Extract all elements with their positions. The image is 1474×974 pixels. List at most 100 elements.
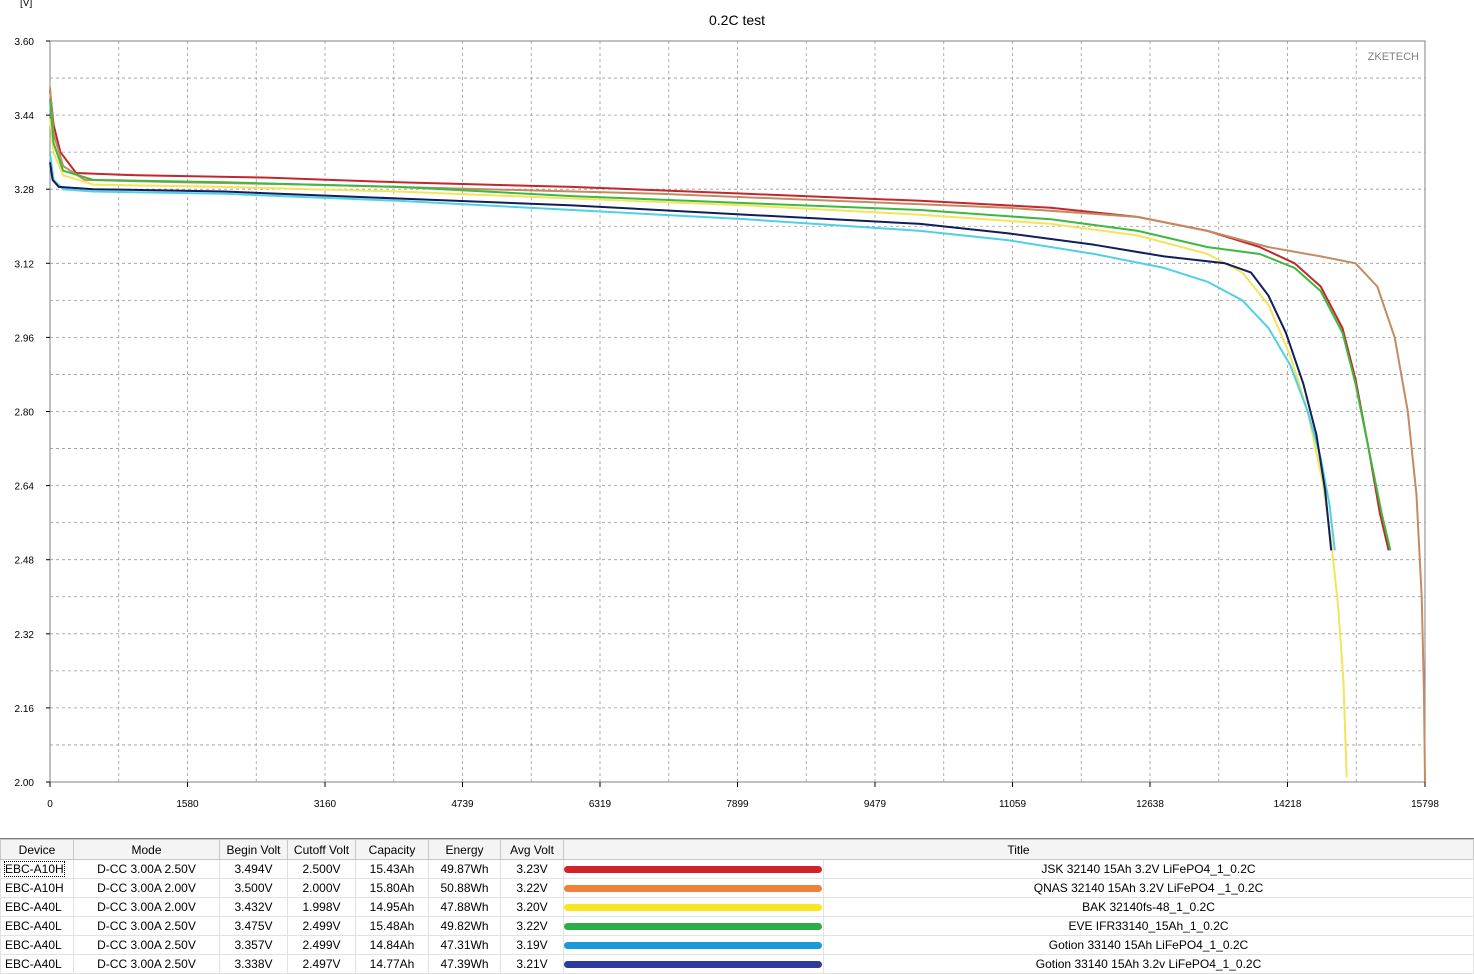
energy-cell: 47.88Wh	[429, 898, 501, 917]
x-tick-label: 14218	[1274, 799, 1302, 810]
header-cutoff-volt[interactable]: Cutoff Volt	[288, 840, 356, 860]
device-label: EBC-A40L	[5, 957, 62, 971]
y-axis: 3.60 3.44 3.28 3.12 2.96 2.80 2.64 2.48 2.32 2.16…	[15, 37, 50, 789]
color-swatch-cell	[564, 917, 824, 936]
device-cell: EBC-A10H	[1, 879, 74, 898]
x-tick-label: 9479	[864, 799, 887, 810]
watermark-text: ZKETECH	[1368, 51, 1419, 63]
x-tick-label: 7899	[726, 799, 749, 810]
energy-cell: 49.87Wh	[429, 860, 501, 879]
series-color-swatch	[564, 904, 822, 911]
avg-volt-cell: 3.23V	[501, 860, 564, 879]
device-cell: EBC-A40L	[1, 936, 74, 955]
capacity-cell: 14.95Ah	[356, 898, 429, 917]
color-swatch-cell	[564, 860, 824, 879]
cutoff-volt-cell: 2.499V	[288, 936, 356, 955]
x-tick-label: 11059	[999, 799, 1027, 810]
series-color-swatch	[564, 885, 822, 892]
x-tick-label: 0	[47, 799, 53, 810]
title-cell: Gotion 33140 15Ah LiFePO4_1_0.2C	[824, 936, 1474, 955]
cutoff-volt-cell: 2.500V	[288, 860, 356, 879]
device-label: EBC-A40L	[5, 938, 62, 952]
y-tick-label: 2.96	[15, 333, 35, 344]
begin-volt-cell: 3.475V	[220, 917, 288, 936]
header-title[interactable]: Title	[564, 840, 1474, 860]
begin-volt-cell: 3.432V	[220, 898, 288, 917]
mode-cell: D-CC 3.00A 2.00V	[74, 879, 220, 898]
table-row[interactable]: EBC-A40L D-CC 3.00A 2.50V 3.357V 2.499V 14.8…	[1, 936, 1474, 955]
mode-cell: D-CC 3.00A 2.50V	[74, 936, 220, 955]
y-tick-label: 2.00	[15, 778, 35, 789]
energy-cell: 49.82Wh	[429, 917, 501, 936]
y-unit-label: [V]	[20, 0, 32, 9]
y-tick-label: 3.60	[15, 37, 35, 48]
x-tick-label: 4739	[451, 799, 474, 810]
table-row[interactable]: EBC-A10H D-CC 3.00A 2.00V 3.500V 2.000V 15.8…	[1, 879, 1474, 898]
avg-volt-cell: 3.22V	[501, 879, 564, 898]
avg-volt-cell: 3.22V	[501, 917, 564, 936]
title-cell: BAK 32140fs-48_1_0.2C	[824, 898, 1474, 917]
begin-volt-cell: 3.494V	[220, 860, 288, 879]
mode-cell: D-CC 3.00A 2.50V	[74, 860, 220, 879]
capacity-cell: 15.80Ah	[356, 879, 429, 898]
energy-cell: 50.88Wh	[429, 879, 501, 898]
color-swatch-cell	[564, 936, 824, 955]
series-color-swatch	[564, 866, 822, 873]
device-label: EBC-A40L	[5, 919, 62, 933]
color-swatch-cell	[564, 898, 824, 917]
x-tick-label: 3160	[314, 799, 337, 810]
chart-title: 0.2C test	[709, 12, 765, 28]
x-tick-label: 1580	[176, 799, 199, 810]
capacity-cell: 15.48Ah	[356, 917, 429, 936]
device-cell: EBC-A10H	[1, 860, 74, 879]
y-tick-label: 2.80	[15, 408, 35, 419]
table-row[interactable]: EBC-A40L D-CC 3.00A 2.50V 3.475V 2.499V 15.4…	[1, 917, 1474, 936]
color-swatch-cell	[564, 879, 824, 898]
header-device[interactable]: Device	[1, 840, 74, 860]
device-label: EBC-A10H	[5, 881, 64, 895]
series-color-swatch	[564, 961, 822, 968]
x-tick-label: 15798	[1411, 799, 1439, 810]
x-tick-label: 6319	[589, 799, 612, 810]
begin-volt-cell: 3.357V	[220, 936, 288, 955]
title-cell: JSK 32140 15Ah 3.2V LiFePO4_1_0.2C	[824, 860, 1474, 879]
table-body: EBC-A10H D-CC 3.00A 2.50V 3.494V 2.500V 15.4…	[1, 860, 1474, 974]
title-cell: QNAS 32140 15Ah 3.2V LiFePO4 _1_0.2C	[824, 879, 1474, 898]
device-label: EBC-A40L	[5, 900, 62, 914]
mode-cell: D-CC 3.00A 2.50V	[74, 917, 220, 936]
series-color-swatch	[564, 942, 822, 949]
title-cell: EVE IFR33140_15Ah_1_0.2C	[824, 917, 1474, 936]
energy-cell: 47.31Wh	[429, 936, 501, 955]
header-mode[interactable]: Mode	[74, 840, 220, 860]
results-table: Device Mode Begin Volt Cutoff Volt Capac…	[0, 838, 1474, 972]
begin-volt-cell: 3.500V	[220, 879, 288, 898]
cutoff-volt-cell: 2.000V	[288, 879, 356, 898]
y-tick-label: 2.16	[15, 704, 35, 715]
header-avg-volt[interactable]: Avg Volt	[501, 840, 564, 860]
device-label: EBC-A10H	[5, 862, 64, 876]
y-tick-label: 2.64	[15, 482, 35, 493]
cutoff-volt-cell: 2.499V	[288, 917, 356, 936]
table-row[interactable]: EBC-A40L D-CC 3.00A 2.00V 3.432V 1.998V 14.9…	[1, 898, 1474, 917]
y-tick-label: 2.32	[15, 630, 35, 641]
table-header-row: Device Mode Begin Volt Cutoff Volt Capac…	[1, 840, 1474, 860]
discharge-chart: [V] 0.2C test 3.603.443.283.122.962.802.…	[0, 0, 1474, 838]
capacity-cell: 14.84Ah	[356, 936, 429, 955]
header-capacity[interactable]: Capacity	[356, 840, 429, 860]
series-color-swatch	[564, 923, 822, 930]
results-grid: Device Mode Begin Volt Cutoff Volt Capac…	[0, 839, 1474, 974]
header-energy[interactable]: Energy	[429, 840, 501, 860]
capacity-cell: 15.43Ah	[356, 860, 429, 879]
table-row[interactable]: EBC-A10H D-CC 3.00A 2.50V 3.494V 2.500V 15.4…	[1, 860, 1474, 879]
device-cell: EBC-A40L	[1, 917, 74, 936]
device-cell: EBC-A40L	[1, 898, 74, 917]
x-axis: 0 1580 3160 4739 6319 7899 9479 11059 12638 14218…	[47, 782, 1439, 810]
avg-volt-cell: 3.19V	[501, 936, 564, 955]
y-tick-label: 2.48	[15, 556, 35, 567]
avg-volt-cell: 3.20V	[501, 898, 564, 917]
header-begin-volt[interactable]: Begin Volt	[220, 840, 288, 860]
x-tick-label: 12638	[1136, 799, 1164, 810]
y-tick-label: 3.28	[15, 185, 35, 196]
y-tick-label: 3.12	[15, 259, 35, 270]
cutoff-volt-cell: 1.998V	[288, 898, 356, 917]
